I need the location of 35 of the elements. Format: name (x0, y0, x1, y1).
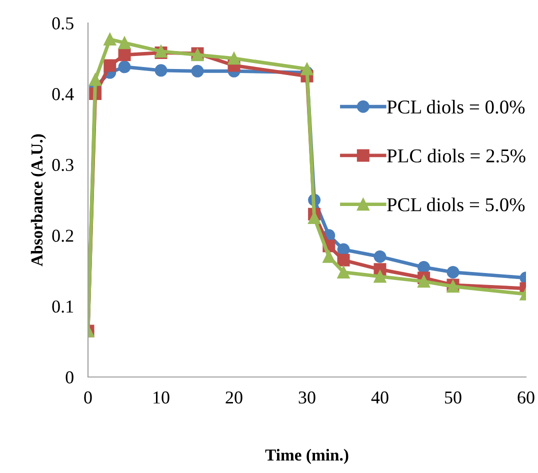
point (418, 275, 430, 288)
y-tick-label: 0.3 (52, 158, 74, 172)
point (118, 48, 131, 62)
point (191, 64, 204, 78)
point (89, 73, 102, 86)
y-tick-label: 0.5 (52, 17, 74, 30)
y-tick-label: 0.1 (52, 300, 74, 313)
point (446, 266, 460, 278)
x-tick-label: 50 (445, 391, 462, 404)
x-tick-label: 30 (298, 391, 316, 404)
legend-label: PLC diols = 2.5% (387, 148, 526, 163)
y-axis-title: Absorbance (A.U.) (30, 134, 46, 266)
point (374, 250, 386, 263)
x-tick-label: 20 (226, 391, 242, 404)
point (374, 270, 386, 283)
legend-label: PCL diols = 5.0% (387, 198, 525, 212)
point (337, 266, 350, 278)
point (118, 36, 131, 50)
legend-label: PCL diols = 0.0% (387, 100, 525, 114)
point (228, 52, 240, 65)
point (300, 62, 314, 76)
x-tick-label: 60 (518, 391, 534, 404)
point (337, 254, 350, 266)
y-tick-label: 0 (66, 371, 74, 384)
point (104, 59, 116, 72)
x-tick-label: 10 (154, 391, 170, 404)
x-tick-label: 0 (84, 391, 92, 404)
point (104, 33, 116, 46)
point (154, 64, 168, 77)
point (322, 250, 336, 263)
y-tick-label: 0.4 (52, 88, 74, 100)
x-tick-label: 40 (371, 391, 388, 404)
x-axis-title: Time (min.) (265, 448, 348, 464)
y-tick-label: 0.2 (52, 230, 74, 242)
point (118, 60, 131, 74)
